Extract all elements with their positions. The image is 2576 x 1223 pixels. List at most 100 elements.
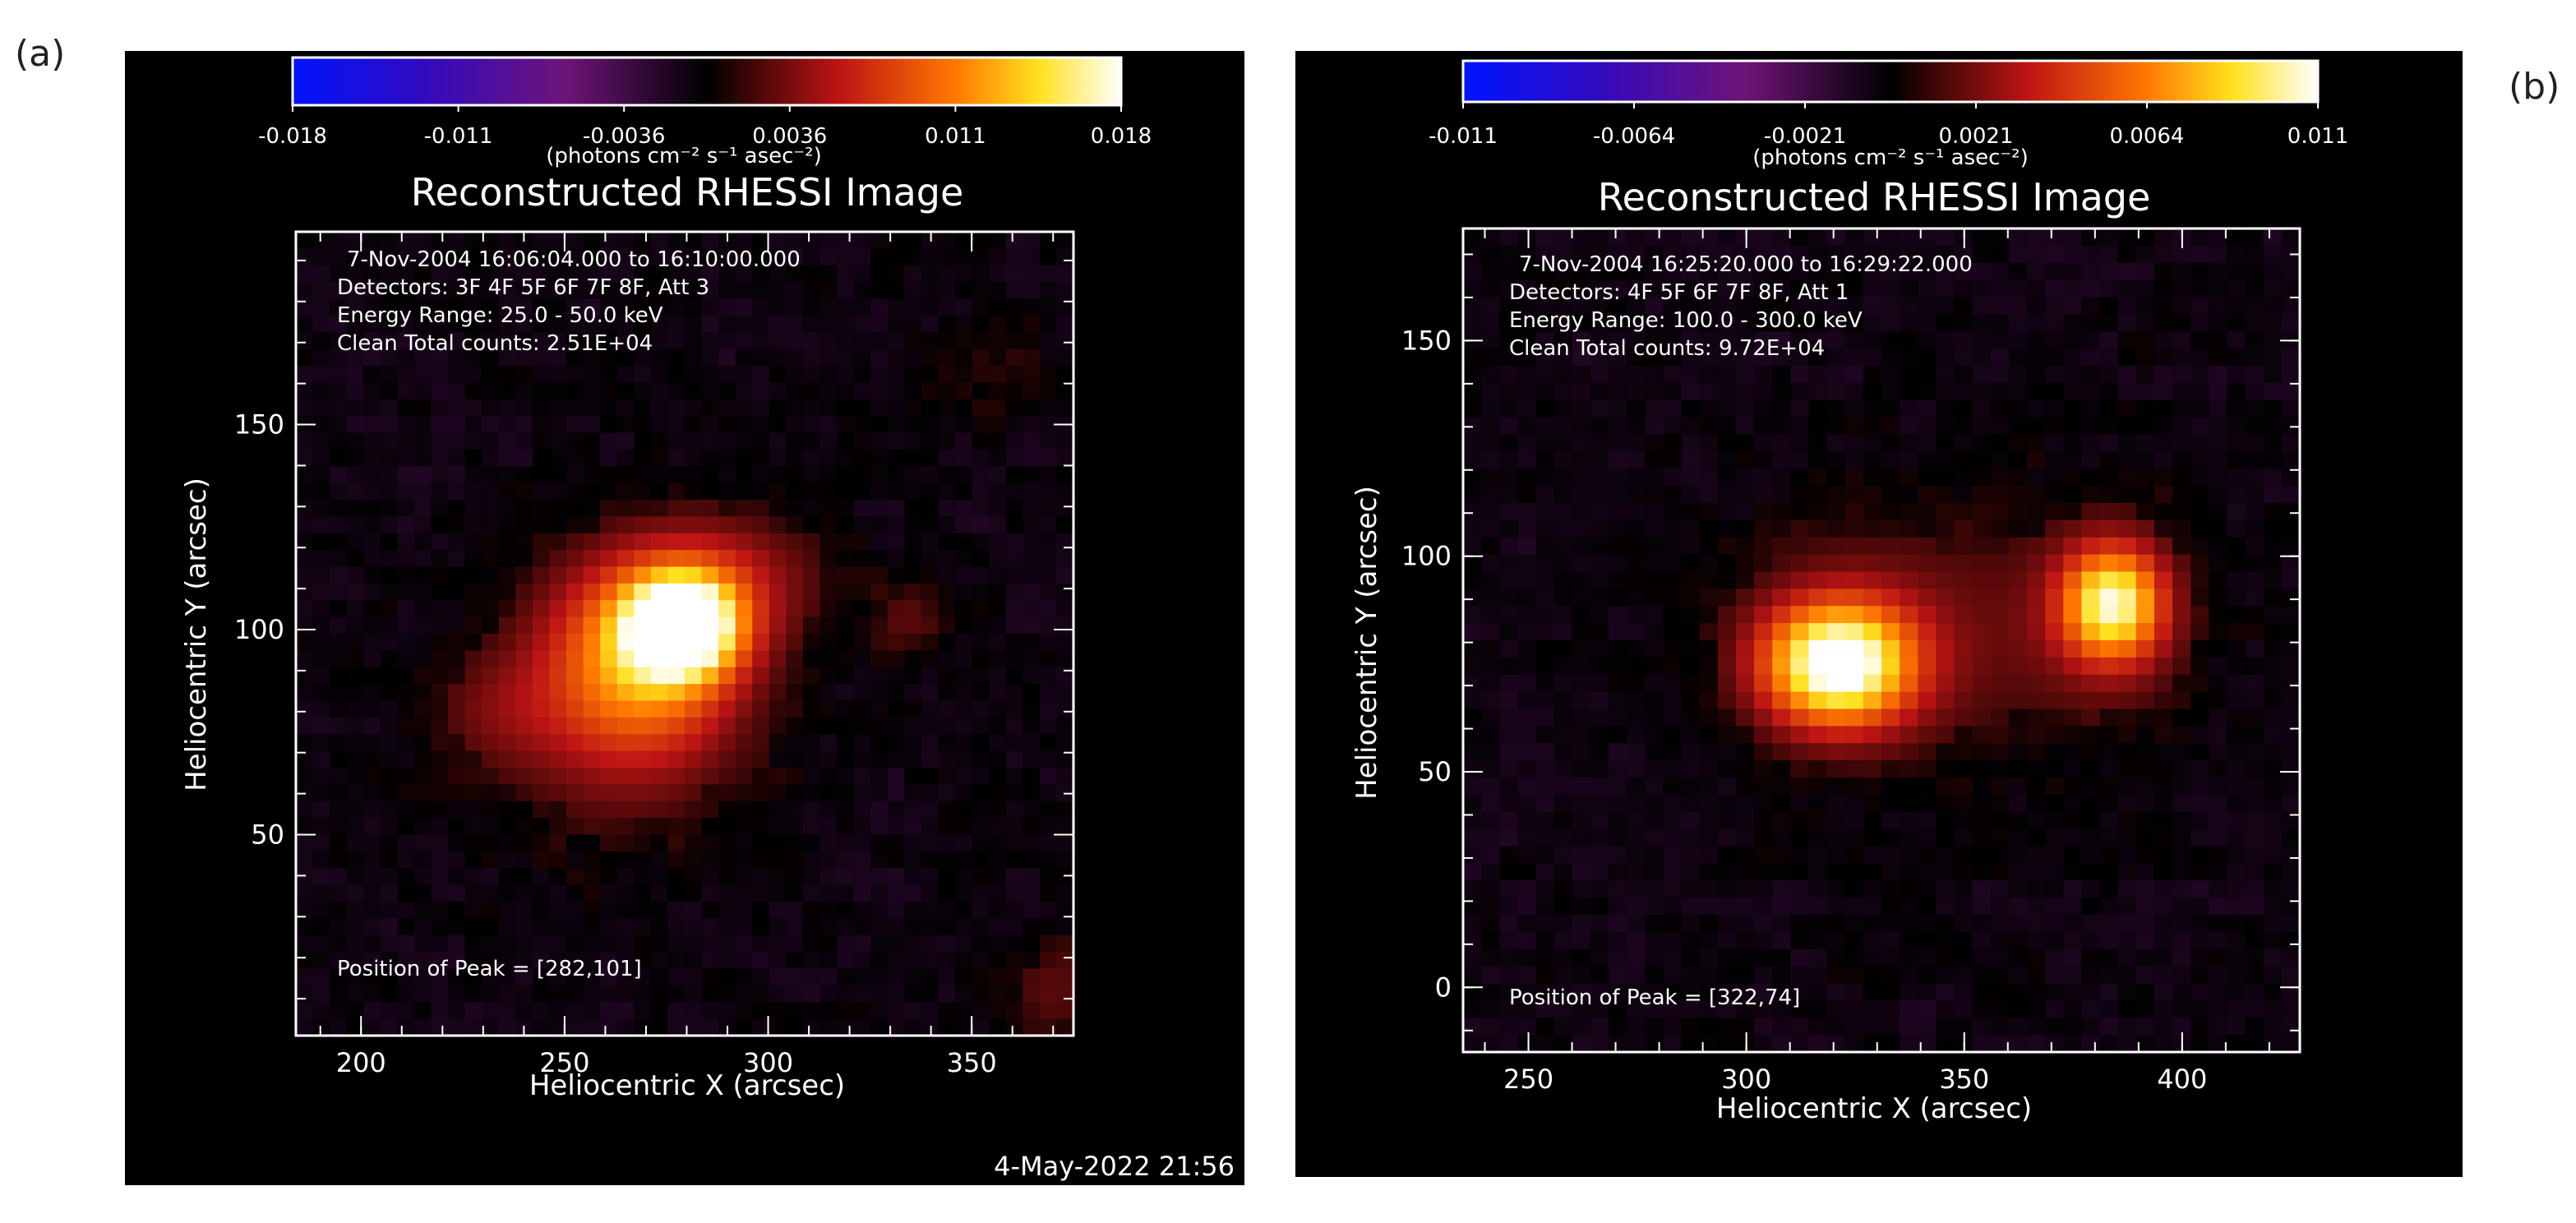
heatmap-pixel [1918,382,1937,401]
heatmap-pixel [870,734,889,752]
heatmap-pixel [650,366,669,383]
heatmap-pixel [1005,734,1023,752]
heatmap-pixel [752,583,770,601]
heatmap-pixel [1463,743,1482,761]
heatmap-pixel [904,784,922,802]
heatmap-pixel [735,298,753,316]
heatmap-pixel [752,566,770,584]
heatmap-pixel [1056,717,1074,735]
heatmap-pixel [735,851,753,869]
heatmap-pixel [1553,434,1573,452]
heatmap-pixel [1790,331,1810,349]
heatmap-pixel [566,366,584,383]
heatmap-pixel [2063,778,2083,796]
heatmap-pixel [1627,794,1646,813]
heatmap-pixel [2063,760,2083,778]
heatmap-pixel [616,868,635,886]
heatmap-pixel [1881,366,1900,384]
heatmap-pixel [330,500,348,517]
heatmap-pixel [870,449,889,467]
heatmap-pixel [2191,1018,2209,1036]
heatmap-pixel [853,750,871,768]
heatmap-pixel [1808,811,1828,830]
heatmap-pixel [1499,623,1518,641]
heatmap-pixel [549,516,567,534]
heatmap-pixel [2117,228,2137,247]
heatmap-pixel [363,248,381,266]
heatmap-pixel [1481,760,1500,778]
heatmap-pixel [2209,503,2228,521]
heatmap-pixel [1039,583,1058,601]
heatmap-pixel [870,902,889,919]
heatmap-pixel [2027,451,2046,469]
heatmap-pixel [786,516,804,534]
heatmap-pixel [769,533,787,551]
heatmap-pixel [1972,726,1992,744]
heatmap-pixel [1535,503,1555,521]
heatmap-pixel [600,902,618,919]
heatmap-pixel [464,734,482,752]
heatmap-pixel [1609,966,1627,985]
heatmap-pixel [1681,297,1701,315]
heatmap-pixel [1900,691,1918,710]
heatmap-pixel [2099,417,2119,436]
heatmap-pixel [667,918,686,936]
heatmap-pixel [1023,399,1041,417]
heatmap-pixel [2245,434,2264,452]
heatmap-pixel [1499,382,1518,401]
heatmap-pixel [1481,1000,1500,1018]
heatmap-pixel [2081,674,2101,693]
heatmap-pixel [397,818,415,836]
heatmap-pixel [397,784,415,802]
heatmap-pixel [1990,228,2010,247]
heatmap-pixel [1663,262,1683,281]
heatmap-pixel [2263,983,2283,1001]
heatmap-pixel [532,784,551,802]
heatmap-pixel [413,298,432,316]
heatmap-pixel [1754,314,1773,332]
heatmap-pixel [464,466,482,484]
heatmap-pixel [532,482,551,501]
heatmap-pixel [1005,482,1023,501]
heatmap-pixel [600,265,618,283]
heatmap-pixel [2135,1035,2155,1053]
heatmap-pixel [1645,983,1664,1001]
heatmap-pixel [1954,588,1974,607]
heatmap-pixel [735,315,753,333]
heatmap-pixel [363,416,381,434]
heatmap-pixel [837,734,855,752]
heatmap-pixel [2263,331,2283,349]
heatmap-pixel [312,1018,330,1036]
heatmap-pixel [1699,245,1719,264]
heatmap-pixel [1844,640,1864,658]
heatmap-pixel [2227,554,2246,573]
heatmap-pixel [685,432,703,450]
heatmap-pixel [296,952,314,970]
heatmap-pixel [2045,915,2064,933]
heatmap-pixel [2045,846,2064,864]
heatmap-pixel [1645,880,1664,898]
heatmap-pixel [363,566,381,584]
heatmap-pixel [972,366,990,383]
heatmap-pixel [802,432,821,450]
heatmap-pixel [1499,297,1518,315]
heatmap-pixel [1572,382,1591,401]
heatmap-pixel [346,650,364,668]
heatmap-pixel [1645,828,1664,847]
heatmap-pixel [1954,537,1974,556]
heatmap-pixel [1735,948,1755,967]
heatmap-pixel [1535,674,1555,693]
heatmap-pixel [1699,1035,1719,1053]
heatmap-pixel [2281,468,2301,487]
heatmap-pixel [1900,228,1918,247]
heatmap-pixel [1056,583,1074,601]
heatmap-pixel [802,768,821,785]
heatmap-pixel [989,616,1007,635]
heatmap-pixel [1499,931,1518,950]
heatmap-pixel [1005,616,1023,635]
heatmap-pixel [583,667,601,685]
heatmap-pixel [397,985,415,1003]
heatmap-pixel [448,750,466,768]
heatmap-pixel [887,784,905,802]
heatmap-pixel [2245,811,2264,830]
